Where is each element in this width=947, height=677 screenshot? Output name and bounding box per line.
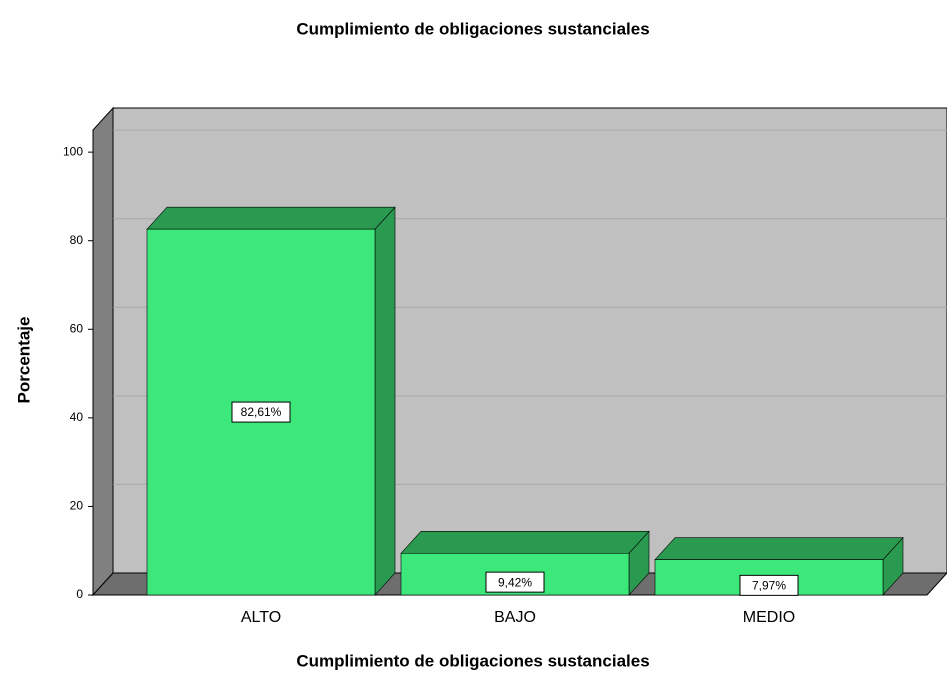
bar-top bbox=[146, 206, 396, 230]
x-tick-label: ALTO bbox=[241, 609, 281, 626]
y-tick-label: 80 bbox=[70, 233, 84, 247]
value-label: 9,42% bbox=[498, 575, 532, 589]
value-label: 7,97% bbox=[752, 579, 786, 593]
label-box bbox=[231, 401, 291, 423]
y-axis-label: Porcentaje bbox=[14, 317, 33, 404]
x-tick-label: MEDIO bbox=[743, 609, 795, 626]
bar-top bbox=[400, 530, 650, 554]
label-box bbox=[485, 571, 545, 593]
y-tick-label: 40 bbox=[70, 410, 84, 424]
value-label: 82,61% bbox=[241, 405, 282, 419]
bar bbox=[654, 536, 904, 596]
chart-title: Cumplimiento de obligaciones sustanciale… bbox=[296, 19, 649, 38]
y-tick-label: 20 bbox=[70, 499, 84, 513]
x-axis-label: Cumplimiento de obligaciones sustanciale… bbox=[296, 651, 649, 670]
y-tick-label: 60 bbox=[70, 321, 84, 335]
bar bbox=[146, 206, 396, 596]
bar-top bbox=[654, 537, 904, 561]
y-tick-label: 100 bbox=[63, 144, 83, 158]
label-box bbox=[739, 574, 799, 596]
bar bbox=[400, 530, 650, 596]
bar-side bbox=[374, 206, 396, 596]
y-tick-label: 0 bbox=[76, 587, 83, 601]
side-wall bbox=[92, 106, 114, 597]
x-tick-label: BAJO bbox=[494, 609, 536, 626]
